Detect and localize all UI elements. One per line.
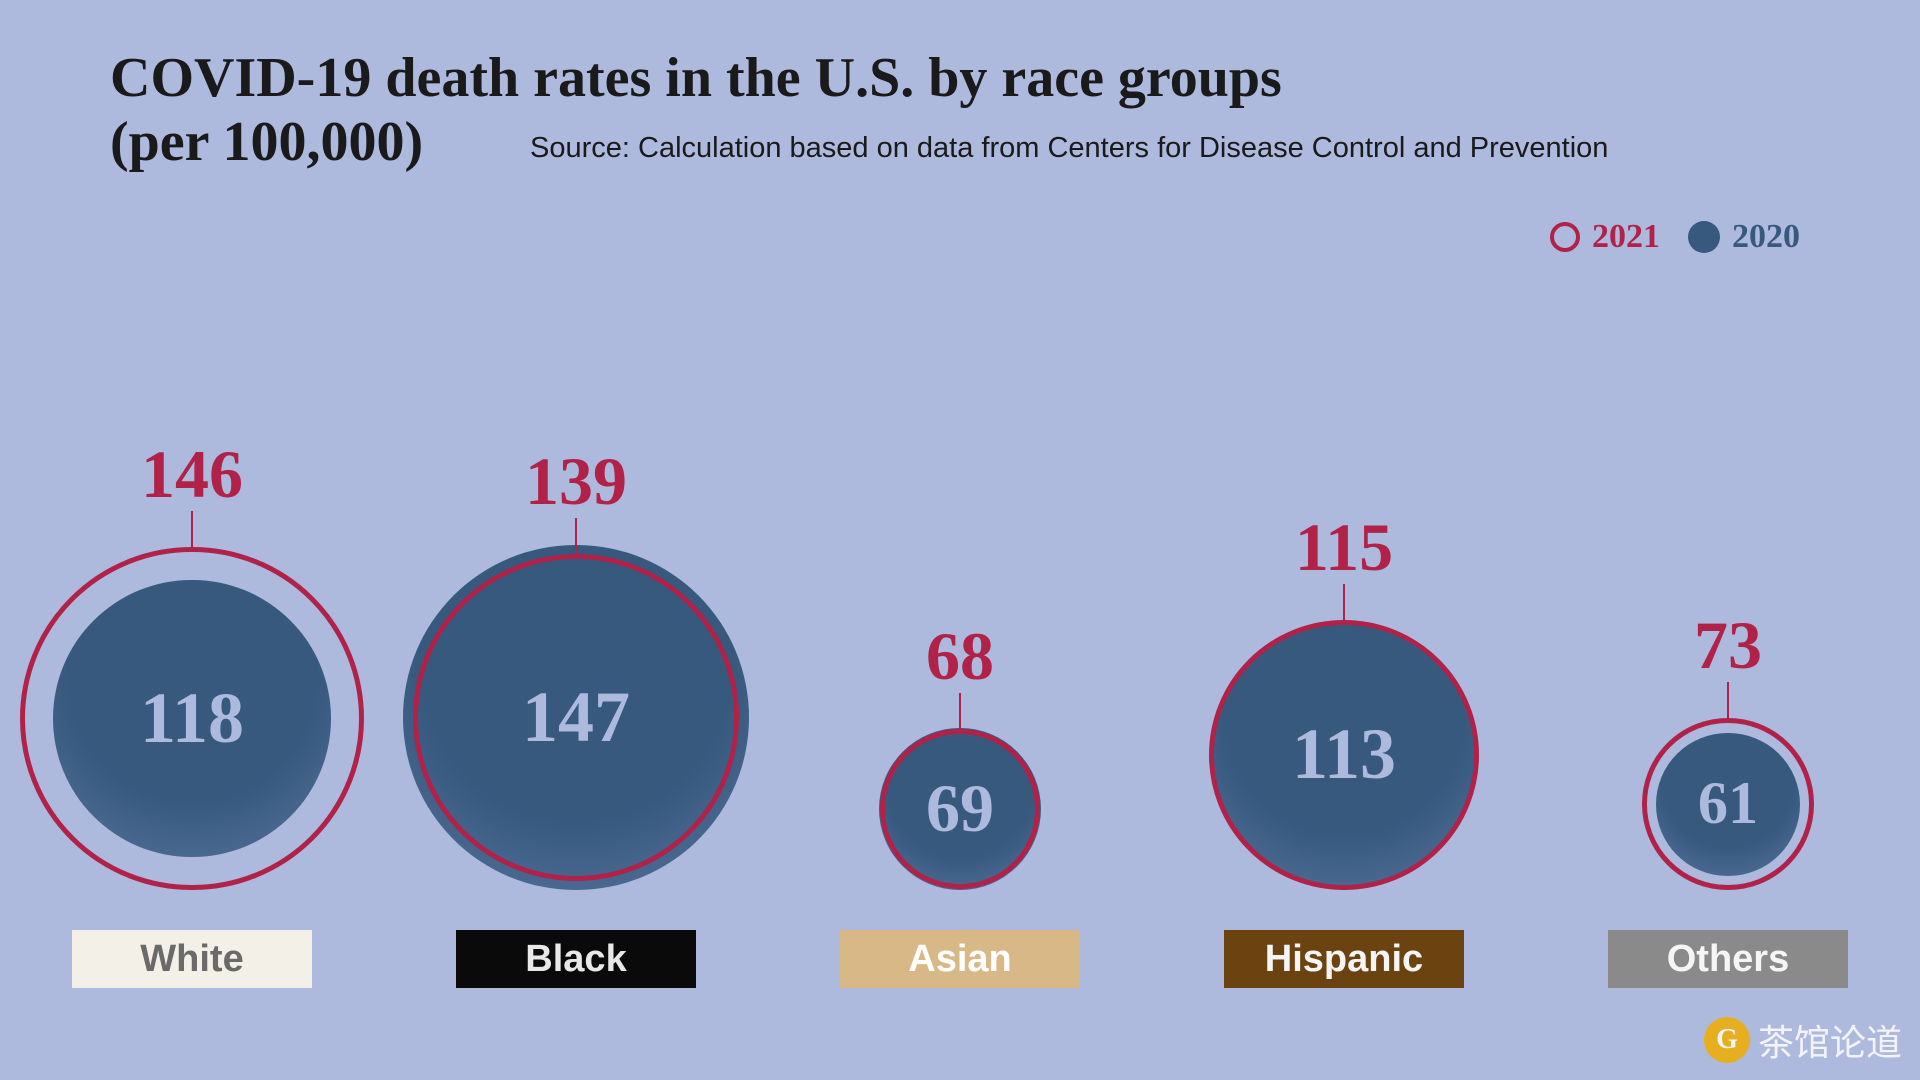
- category-label-hispanic: Hispanic: [1224, 930, 1464, 988]
- value-2021: 146: [141, 435, 243, 514]
- legend-item-2020: 2020: [1688, 218, 1800, 256]
- legend-dot-icon: [1688, 221, 1720, 253]
- source-text: Source: Calculation based on data from C…: [530, 132, 1608, 165]
- leader-line: [575, 518, 577, 554]
- category-label-others: Others: [1608, 930, 1848, 988]
- legend-label: 2020: [1732, 218, 1800, 256]
- leader-line: [1727, 682, 1729, 718]
- category-label-black: Black: [456, 930, 696, 988]
- outer-ring-2021: [20, 547, 363, 890]
- leader-line: [959, 693, 961, 729]
- group-white: 118146: [0, 300, 384, 890]
- title-line-2: (per 100,000): [110, 110, 423, 174]
- value-2021: 139: [525, 442, 627, 521]
- outer-ring-2021: [880, 729, 1040, 889]
- legend-item-2021: 2021: [1550, 218, 1660, 256]
- group-others: 6173: [1536, 300, 1920, 890]
- group-hispanic: 113115: [1152, 300, 1536, 890]
- outer-ring-2021: [413, 554, 740, 881]
- group-black: 147139: [384, 300, 768, 890]
- legend-ring-icon: [1550, 222, 1580, 252]
- category-label-asian: Asian: [840, 930, 1080, 988]
- group-asian: 6968: [768, 300, 1152, 890]
- watermark-text: 茶馆论道: [1758, 1014, 1902, 1066]
- bubble-groups: 11814614713969681131156173: [0, 300, 1920, 890]
- value-2021: 115: [1295, 508, 1393, 587]
- leader-line: [191, 511, 193, 547]
- chart-canvas: COVID-19 death rates in the U.S. by race…: [0, 0, 1920, 1080]
- value-2021: 68: [926, 617, 994, 696]
- outer-ring-2021: [1209, 620, 1479, 890]
- legend-label: 2021: [1592, 218, 1660, 256]
- category-labels-row: White Black Asian Hispanic Others: [0, 930, 1920, 988]
- leader-line: [1343, 584, 1345, 620]
- value-2021: 73: [1694, 606, 1762, 685]
- watermark-icon: G: [1704, 1017, 1750, 1063]
- title-line-1: COVID-19 death rates in the U.S. by race…: [110, 46, 1282, 110]
- legend: 2021 2020: [1550, 218, 1800, 256]
- category-label-white: White: [72, 930, 312, 988]
- outer-ring-2021: [1642, 718, 1814, 890]
- watermark: G 茶馆论道: [1704, 1014, 1902, 1066]
